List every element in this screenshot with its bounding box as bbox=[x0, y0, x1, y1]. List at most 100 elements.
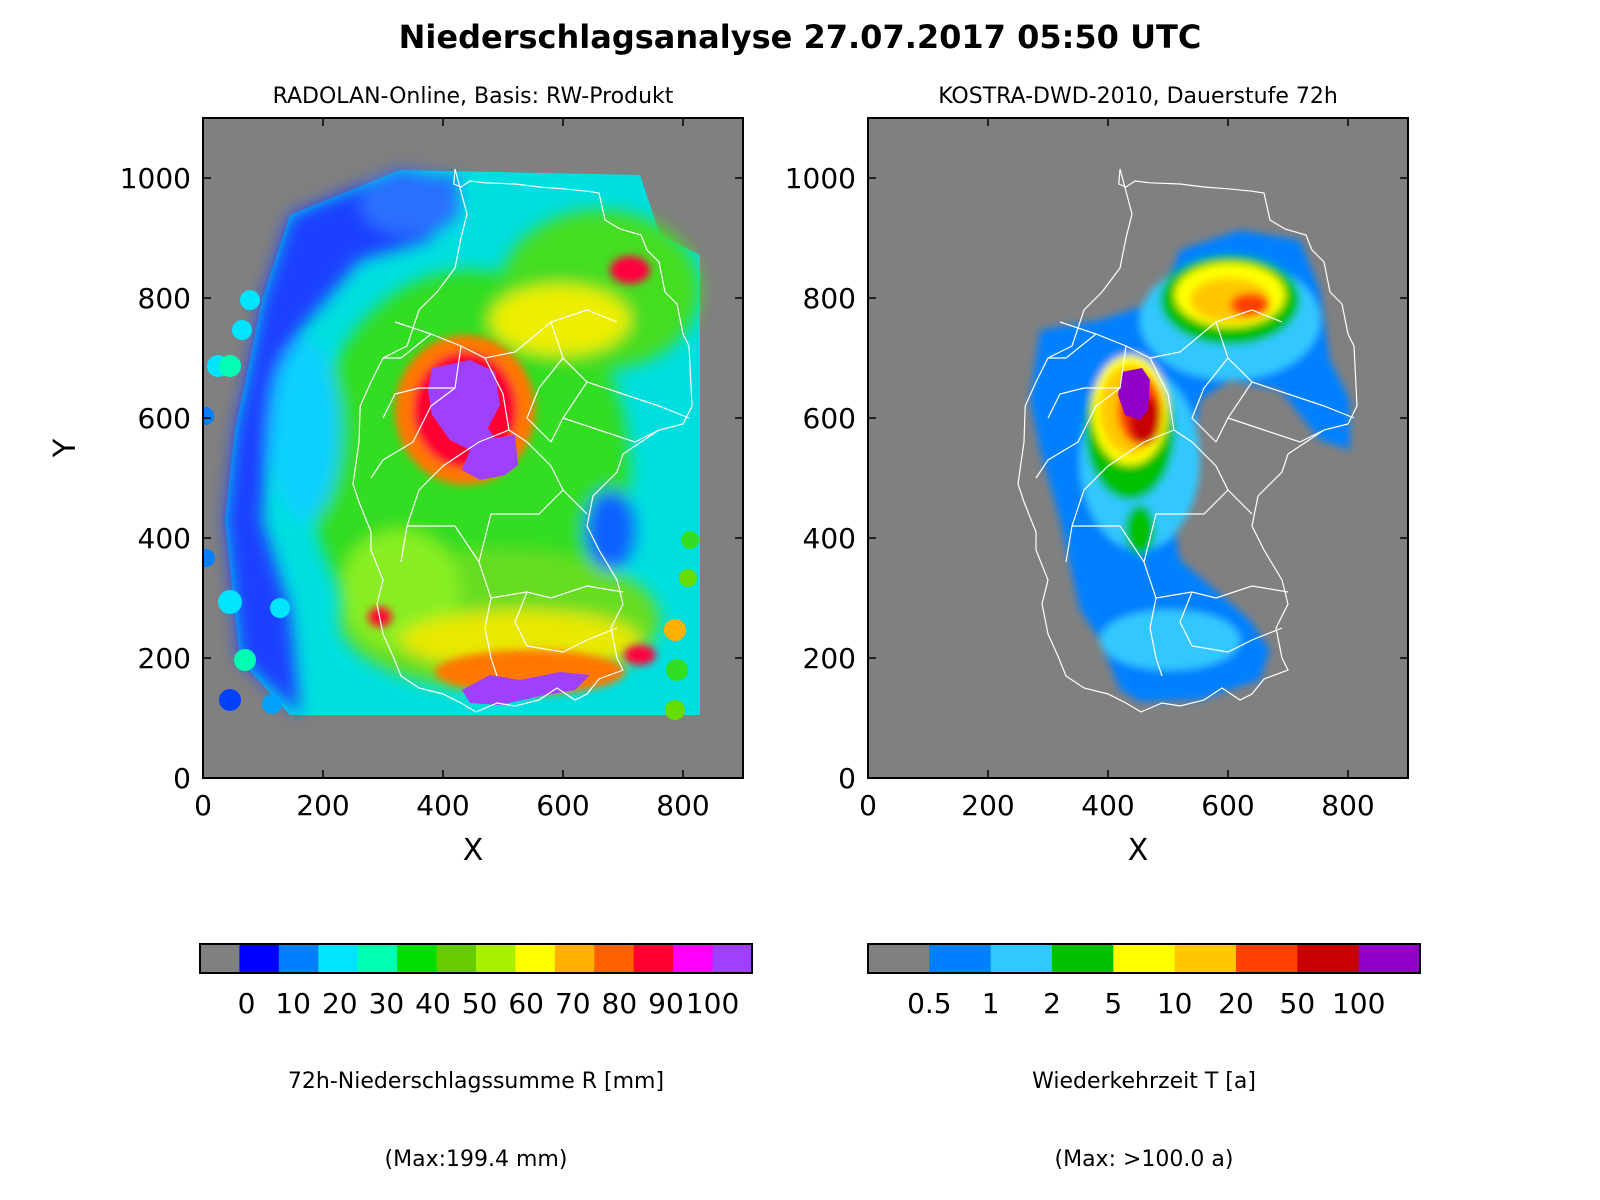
colorbar-segment bbox=[990, 944, 1053, 973]
colorbar-tick-label: 40 bbox=[415, 987, 451, 1020]
x-tick-label: 400 bbox=[1081, 789, 1134, 822]
colorbar-tick-label: 20 bbox=[1218, 987, 1254, 1020]
colorbar-segment bbox=[278, 944, 319, 973]
y-tick-label: 800 bbox=[803, 282, 856, 315]
radolan-precip-field bbox=[225, 170, 700, 715]
colorbar-segment bbox=[554, 944, 595, 973]
y-tick-label: 600 bbox=[138, 402, 191, 435]
y-tick-label: 800 bbox=[138, 282, 191, 315]
colorbar-tick-label: 30 bbox=[369, 987, 405, 1020]
colorbar-segment bbox=[673, 944, 714, 973]
red-spot-southeast bbox=[624, 645, 656, 665]
return-period-colorbar: 0.5 1 2 5 10 20 50 100 bbox=[867, 943, 1421, 1020]
colorbar-tick-label: 1 bbox=[982, 987, 1000, 1020]
red-spot-northeast bbox=[610, 256, 650, 284]
radar-circle bbox=[681, 531, 699, 549]
right-borders bbox=[1017, 168, 1358, 713]
radar-circle bbox=[664, 619, 686, 641]
low-precip-northwest bbox=[225, 170, 460, 715]
colorbar-tick-label: 20 bbox=[322, 987, 358, 1020]
colorbar-tick-label: 0.5 bbox=[907, 987, 952, 1020]
colorbar-frame bbox=[199, 943, 753, 974]
colorbar-segment bbox=[1358, 944, 1421, 973]
y-axis-label: Y bbox=[48, 438, 83, 458]
y-tick-label: 1000 bbox=[120, 162, 191, 195]
x-axis-label: X bbox=[1128, 833, 1149, 868]
y-tick-label: 600 bbox=[803, 402, 856, 435]
colorbar-segment bbox=[239, 944, 280, 973]
colorbar-segment bbox=[1297, 944, 1360, 973]
radar-circle bbox=[679, 569, 697, 587]
colorbar-segment bbox=[868, 944, 930, 973]
x-tick-label: 200 bbox=[296, 789, 349, 822]
figure-title: Niederschlagsanalyse 27.07.2017 05:50 UT… bbox=[398, 18, 1202, 56]
colorbar-segment bbox=[929, 944, 992, 973]
radar-circle bbox=[219, 355, 241, 377]
x-tick-label: 600 bbox=[536, 789, 589, 822]
colorbar-segment bbox=[1113, 944, 1176, 973]
colorbar-segment bbox=[1236, 944, 1298, 973]
colorbar-tick-label: 100 bbox=[686, 987, 739, 1020]
radar-circle bbox=[262, 694, 282, 714]
radar-circle bbox=[270, 598, 290, 618]
colorbar-segment bbox=[397, 944, 438, 973]
left-panel-title: RADOLAN-Online, Basis: RW-Produkt bbox=[272, 84, 674, 109]
right-axis-ticks: 0 200 400 600 800 0 200 400 600 800 1000 X bbox=[785, 118, 1408, 868]
precip-colorbar-label: 72h-Niederschlagssumme R [mm] (Max:199.4… bbox=[287, 1069, 665, 1172]
colorbar-tick-label: 90 bbox=[648, 987, 684, 1020]
colorbar-tick-label: 100 bbox=[1332, 987, 1385, 1020]
max-precip-alps bbox=[462, 672, 590, 705]
radar-circle bbox=[666, 659, 688, 681]
left-axes-frame bbox=[202, 117, 744, 779]
radar-circle bbox=[665, 700, 685, 720]
x-tick-label: 0 bbox=[194, 789, 212, 822]
colorbar-segment bbox=[318, 944, 359, 973]
colorbar-segment bbox=[1174, 944, 1237, 973]
colorbar-segment bbox=[436, 944, 477, 973]
radar-circle bbox=[234, 649, 256, 671]
return-period-1-south bbox=[1100, 610, 1240, 670]
germany-outline bbox=[352, 168, 693, 713]
germany-outline bbox=[1017, 168, 1358, 713]
colorbar-segment bbox=[200, 944, 240, 973]
y-tick-label: 0 bbox=[173, 762, 191, 795]
right-panel-title: KOSTRA-DWD-2010, Dauerstufe 72h bbox=[938, 84, 1338, 109]
y-tick-label: 1000 bbox=[785, 162, 856, 195]
x-axis-label: X bbox=[463, 833, 484, 868]
x-tick-label: 800 bbox=[1321, 789, 1374, 822]
precip-colorbar: 0 10 20 30 40 50 60 70 80 90 100 bbox=[199, 943, 753, 1020]
x-tick-label: 0 bbox=[859, 789, 877, 822]
return-period-2-south bbox=[1125, 505, 1155, 555]
colorbar-tick-label: 0 bbox=[238, 987, 256, 1020]
colorbar-segment bbox=[476, 944, 516, 973]
radar-circle bbox=[219, 689, 241, 711]
left-axis-ticks: 0 200 400 600 800 0 200 400 600 800 1000 X Y bbox=[48, 118, 743, 868]
colorbar-segment bbox=[515, 944, 556, 973]
colorbar-tick-label: 60 bbox=[508, 987, 544, 1020]
colorbar-tick-label: 50 bbox=[462, 987, 498, 1020]
y-tick-label: 200 bbox=[803, 642, 856, 675]
colorbar-segment bbox=[357, 944, 398, 973]
colorbar-tick-label: 2 bbox=[1043, 987, 1061, 1020]
y-tick-label: 400 bbox=[803, 522, 856, 555]
radar-site-circles bbox=[203, 290, 699, 720]
x-tick-label: 800 bbox=[656, 789, 709, 822]
radar-circle bbox=[203, 549, 215, 567]
radar-circle bbox=[232, 320, 252, 340]
colorbar-tick-label: 80 bbox=[602, 987, 638, 1020]
colorbar-frame bbox=[867, 943, 1421, 974]
x-tick-label: 600 bbox=[1201, 789, 1254, 822]
y-tick-label: 0 bbox=[838, 762, 856, 795]
dry-spot-east bbox=[585, 490, 635, 570]
colorbar-tick-label: 70 bbox=[555, 987, 591, 1020]
return-period-colorbar-label: Wiederkehrzeit T [a] (Max: >100.0 a) bbox=[1032, 1069, 1256, 1172]
colorbar-segment bbox=[1052, 944, 1114, 973]
return-period-100-harz bbox=[1118, 368, 1150, 420]
y-tick-label: 200 bbox=[138, 642, 191, 675]
colorbar-segment bbox=[594, 944, 635, 973]
state-borders bbox=[370, 309, 690, 677]
radar-circle bbox=[240, 290, 260, 310]
kostra-map-panel: 0 200 400 600 800 0 200 400 600 800 1000 X bbox=[785, 117, 1409, 868]
colorbar-tick-label: 50 bbox=[1280, 987, 1316, 1020]
